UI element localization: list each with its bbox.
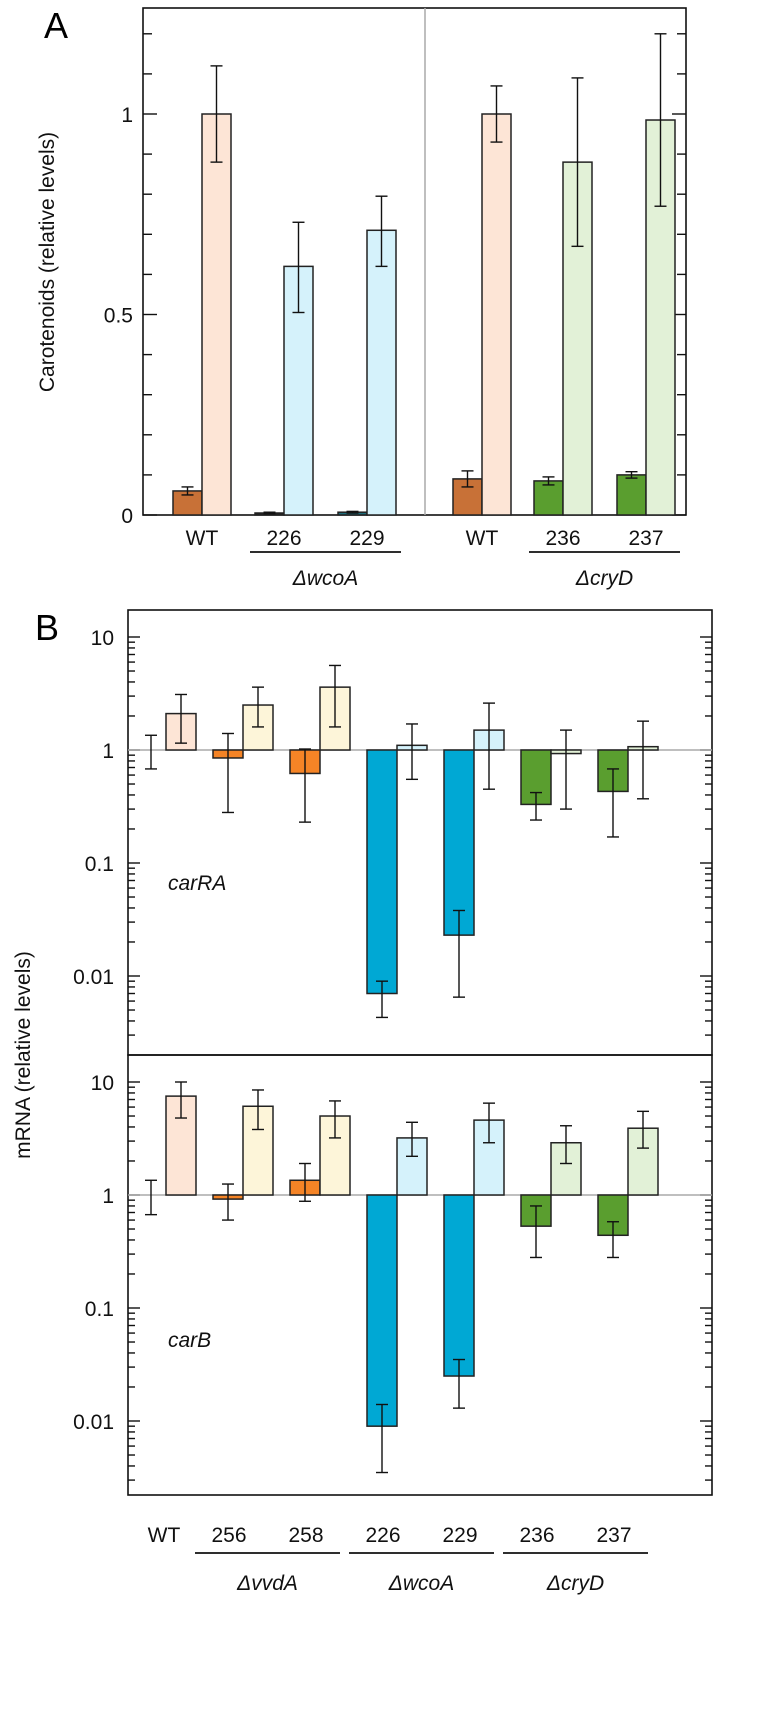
x-tick-label: WT	[466, 527, 499, 550]
y-tick-label: 0.01	[73, 966, 114, 989]
group-label: ΔcryD	[575, 567, 633, 590]
y-tick-label: 0.01	[73, 1411, 114, 1434]
bar-dark-236	[533, 480, 564, 516]
bar-carB-light-WT	[165, 1095, 197, 1196]
y-tick-label: 1	[102, 740, 114, 763]
panel-b: 10 1 0.1 0.01 carRA 10 1 0.1 0.01 carB WT 256 258 226…	[73, 609, 713, 1595]
x-tick-label: 229	[349, 527, 384, 550]
x-tick-label: 256	[211, 1524, 246, 1547]
y-tick-label: 0	[121, 505, 133, 528]
panel-a: 0 0.5 1 WT 226 229 WT 236 237 ΔwcoA ΔcryD	[104, 7, 687, 590]
bar-carRA-dark-229	[443, 749, 475, 936]
x-tick-label: 236	[519, 1524, 554, 1547]
gene-label-carRA: carRA	[168, 872, 226, 895]
x-tick-label: 229	[442, 1524, 477, 1547]
y-tick-label: 10	[91, 627, 114, 650]
x-tick-label: WT	[186, 527, 219, 550]
bar-light-229	[366, 229, 397, 516]
bar-light-WT	[481, 113, 512, 516]
x-tick-label: 258	[288, 1524, 323, 1547]
plot-frame-carRA	[127, 609, 713, 1056]
bar-carRA-dark-226	[366, 749, 398, 995]
y-tick-label: 0.1	[85, 853, 114, 876]
y-axis-label-b: mRNA (relative levels)	[12, 951, 35, 1159]
bar-light-WT	[201, 113, 232, 516]
y-tick-label: 0.5	[104, 305, 133, 328]
plot-frame-carB	[127, 1054, 713, 1496]
bar-carB-dark-237	[597, 1194, 629, 1237]
y-tick-label: 1	[102, 1185, 114, 1208]
x-tick-label: 236	[545, 527, 580, 550]
group-label: ΔcryD	[546, 1572, 604, 1595]
x-tick-label: 226	[266, 527, 301, 550]
panel-label-b: B	[35, 607, 59, 648]
panel-label-a: A	[44, 5, 68, 46]
y-tick-label: 0.1	[85, 1298, 114, 1321]
y-axis-label-a: Carotenoids (relative levels)	[36, 132, 59, 392]
group-label: ΔvvdA	[236, 1572, 298, 1595]
gene-label-carB: carB	[168, 1329, 211, 1352]
x-tick-label: 226	[365, 1524, 400, 1547]
y-tick-label: 1	[121, 104, 133, 127]
x-tick-label: 237	[628, 527, 663, 550]
x-tick-label: WT	[148, 1524, 181, 1547]
plot-frame	[142, 7, 687, 516]
group-label: ΔwcoA	[292, 567, 358, 590]
bar-carB-dark-229	[443, 1194, 475, 1377]
bar-dark-237	[616, 474, 647, 516]
group-label: ΔwcoA	[388, 1572, 454, 1595]
x-tick-label: 237	[596, 1524, 631, 1547]
y-tick-label: 10	[91, 1072, 114, 1095]
bar-carB-dark-226	[366, 1194, 398, 1427]
